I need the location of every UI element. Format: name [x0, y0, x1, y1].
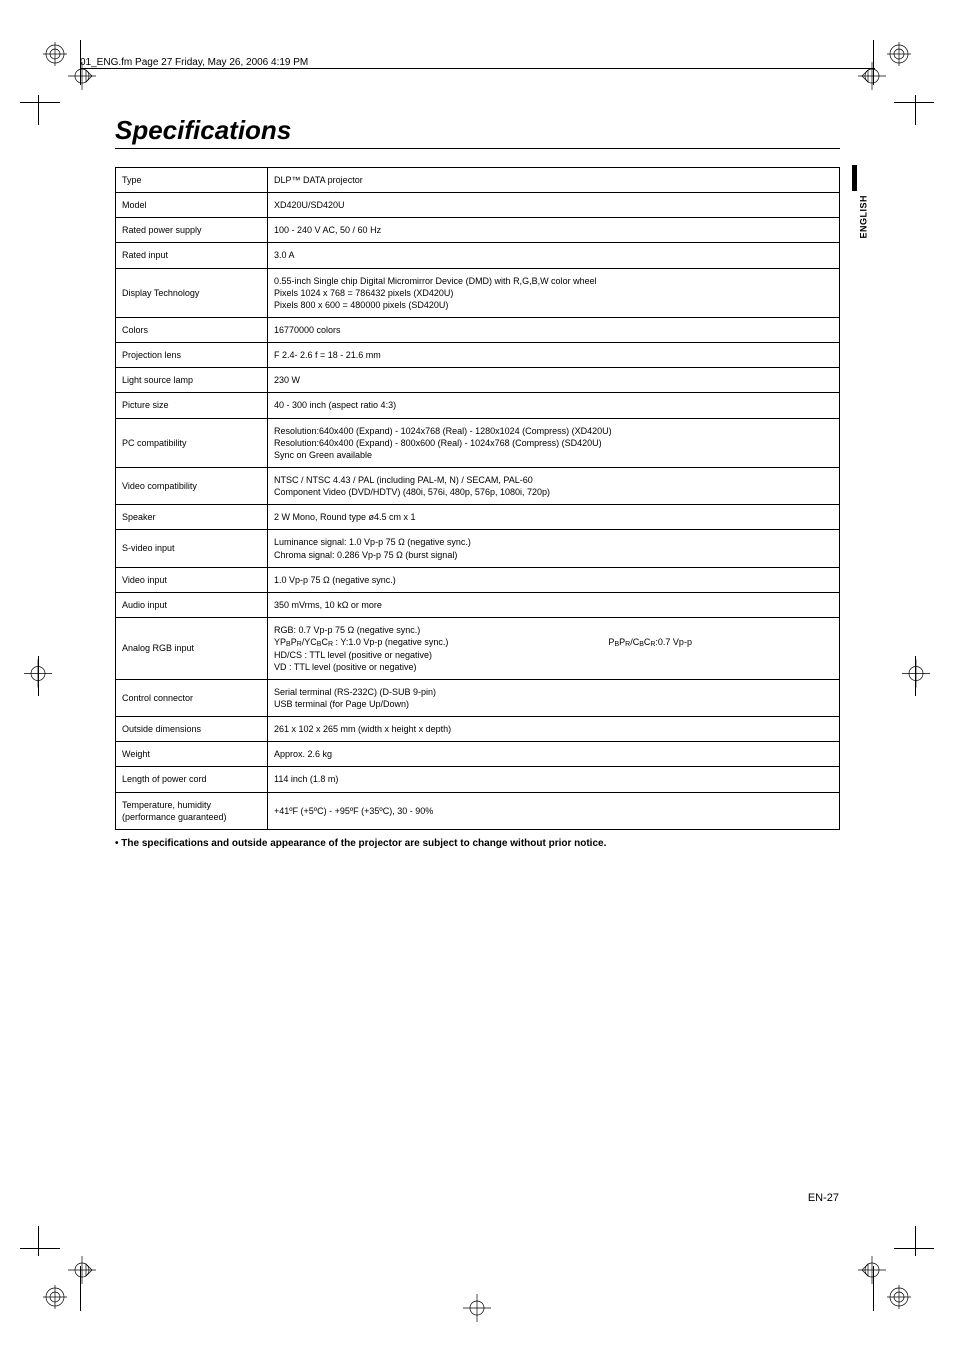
- crop-line: [20, 102, 60, 103]
- table-row: Rated power supply100 - 240 V AC, 50 / 6…: [116, 218, 840, 243]
- table-row: Length of power cord114 inch (1.8 m): [116, 767, 840, 792]
- crop-mark-icon: [463, 1294, 491, 1327]
- page-number: EN-27: [808, 1192, 839, 1204]
- spec-label: Rated power supply: [116, 218, 268, 243]
- crop-mark-icon: [902, 659, 930, 692]
- title-rule: [115, 148, 840, 149]
- registration-mark-icon: [887, 1285, 911, 1309]
- spec-value: 0.55-inch Single chip Digital Micromirro…: [268, 268, 840, 317]
- spec-value: F 2.4- 2.6 f = 18 - 21.6 mm: [268, 343, 840, 368]
- table-row: Outside dimensions261 x 102 x 265 mm (wi…: [116, 717, 840, 742]
- table-row: Control connectorSerial terminal (RS-232…: [116, 679, 840, 716]
- spec-label: Speaker: [116, 505, 268, 530]
- spec-label: Length of power cord: [116, 767, 268, 792]
- spec-label: Display Technology: [116, 268, 268, 317]
- spec-value: 40 - 300 inch (aspect ratio 4:3): [268, 393, 840, 418]
- spec-value: 261 x 102 x 265 mm (width x height x dep…: [268, 717, 840, 742]
- crop-line: [873, 40, 874, 85]
- spec-label: Colors: [116, 317, 268, 342]
- table-row: ModelXD420U/SD420U: [116, 193, 840, 218]
- table-row: Light source lamp230 W: [116, 368, 840, 393]
- spec-label: Audio input: [116, 592, 268, 617]
- spec-label: Analog RGB input: [116, 617, 268, 679]
- page-title: Specifications: [115, 115, 840, 146]
- crop-line: [915, 656, 916, 696]
- registration-mark-icon: [887, 42, 911, 66]
- spec-value: DLP™ DATA projector: [268, 168, 840, 193]
- spec-label: Rated input: [116, 243, 268, 268]
- spec-label: Model: [116, 193, 268, 218]
- spec-value: Serial terminal (RS-232C) (D-SUB 9-pin)U…: [268, 679, 840, 716]
- spec-value: 2 W Mono, Round type ø4.5 cm x 1: [268, 505, 840, 530]
- table-row: Picture size40 - 300 inch (aspect ratio …: [116, 393, 840, 418]
- table-row: Projection lensF 2.4- 2.6 f = 18 - 21.6 …: [116, 343, 840, 368]
- crop-line: [38, 1226, 39, 1256]
- registration-mark-icon: [43, 42, 67, 66]
- spec-label: Type: [116, 168, 268, 193]
- spec-label: Light source lamp: [116, 368, 268, 393]
- spec-value: 230 W: [268, 368, 840, 393]
- table-row: Speaker2 W Mono, Round type ø4.5 cm x 1: [116, 505, 840, 530]
- spec-value: 3.0 A: [268, 243, 840, 268]
- registration-mark-icon: [43, 1285, 67, 1309]
- table-row: Video compatibilityNTSC / NTSC 4.43 / PA…: [116, 467, 840, 504]
- table-row: Audio input350 mVrms, 10 kΩ or more: [116, 592, 840, 617]
- spec-label: Video compatibility: [116, 467, 268, 504]
- frame-header-rule: [80, 68, 875, 69]
- specifications-table: TypeDLP™ DATA projectorModelXD420U/SD420…: [115, 167, 840, 830]
- spec-label: Picture size: [116, 393, 268, 418]
- crop-line: [894, 102, 934, 103]
- spec-label: Video input: [116, 567, 268, 592]
- spec-value: Luminance signal: 1.0 Vp-p 75 Ω (negativ…: [268, 530, 840, 567]
- crop-line: [80, 40, 81, 85]
- crop-line: [915, 1226, 916, 1256]
- table-row: Display Technology0.55-inch Single chip …: [116, 268, 840, 317]
- spec-value: Resolution:640x400 (Expand) - 1024x768 (…: [268, 418, 840, 467]
- footnote: • The specifications and outside appeara…: [115, 838, 840, 849]
- crop-mark-icon: [68, 1256, 96, 1289]
- spec-value: XD420U/SD420U: [268, 193, 840, 218]
- spec-value: 114 inch (1.8 m): [268, 767, 840, 792]
- spec-value: 16770000 colors: [268, 317, 840, 342]
- table-row: Video input1.0 Vp-p 75 Ω (negative sync.…: [116, 567, 840, 592]
- language-tab-label: ENGLISH: [859, 195, 869, 239]
- language-tab-bar: [852, 165, 857, 191]
- spec-value: 1.0 Vp-p 75 Ω (negative sync.): [268, 567, 840, 592]
- table-row: Colors16770000 colors: [116, 317, 840, 342]
- crop-line: [915, 95, 916, 125]
- spec-value: RGB: 0.7 Vp-p 75 Ω (negative sync.)YPBPR…: [268, 617, 840, 679]
- table-row: Analog RGB inputRGB: 0.7 Vp-p 75 Ω (nega…: [116, 617, 840, 679]
- crop-line: [873, 1266, 874, 1311]
- crop-line: [894, 1248, 934, 1249]
- frame-header-text: 01_ENG.fm Page 27 Friday, May 26, 2006 4…: [80, 57, 308, 68]
- table-row: WeightApprox. 2.6 kg: [116, 742, 840, 767]
- table-row: Rated input3.0 A: [116, 243, 840, 268]
- crop-line: [20, 1248, 60, 1249]
- page-content: Specifications TypeDLP™ DATA projectorMo…: [115, 115, 840, 849]
- crop-mark-icon: [68, 62, 96, 95]
- spec-value: 100 - 240 V AC, 50 / 60 Hz: [268, 218, 840, 243]
- spec-label: Temperature, humidity(performance guaran…: [116, 792, 268, 829]
- table-row: Temperature, humidity(performance guaran…: [116, 792, 840, 829]
- table-row: PC compatibilityResolution:640x400 (Expa…: [116, 418, 840, 467]
- spec-value: Approx. 2.6 kg: [268, 742, 840, 767]
- crop-line: [38, 656, 39, 696]
- crop-mark-icon: [858, 62, 886, 95]
- spec-label: Projection lens: [116, 343, 268, 368]
- crop-line: [38, 95, 39, 125]
- crop-mark-icon: [858, 1256, 886, 1289]
- spec-value: NTSC / NTSC 4.43 / PAL (including PAL-M,…: [268, 467, 840, 504]
- spec-value: 350 mVrms, 10 kΩ or more: [268, 592, 840, 617]
- spec-label: Control connector: [116, 679, 268, 716]
- spec-label: Outside dimensions: [116, 717, 268, 742]
- table-row: TypeDLP™ DATA projector: [116, 168, 840, 193]
- spec-label: Weight: [116, 742, 268, 767]
- spec-label: PC compatibility: [116, 418, 268, 467]
- table-row: S-video inputLuminance signal: 1.0 Vp-p …: [116, 530, 840, 567]
- spec-label: S-video input: [116, 530, 268, 567]
- crop-line: [80, 1266, 81, 1311]
- language-tab: ENGLISH: [839, 165, 857, 239]
- spec-value: +41ºF (+5ºC) - +95ºF (+35ºC), 30 - 90%: [268, 792, 840, 829]
